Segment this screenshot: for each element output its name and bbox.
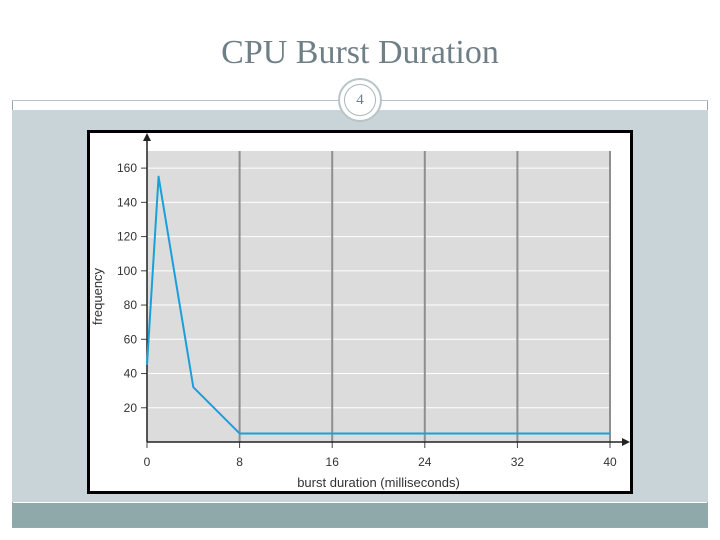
x-axis-arrow — [622, 438, 630, 446]
y-tick-label: 80 — [124, 298, 138, 312]
x-tick-label: 0 — [144, 455, 151, 469]
x-axis-label: burst duration (milliseconds) — [297, 475, 460, 490]
gridlines — [147, 151, 611, 442]
page-number: 4 — [344, 84, 376, 116]
y-axis-label: frequency — [90, 267, 105, 325]
y-tick-label: 20 — [124, 401, 138, 415]
series-line — [146, 175, 610, 435]
x-tick-label: 24 — [418, 455, 432, 469]
x-tick-label: 16 — [326, 455, 340, 469]
tick-labels: 20 40 60 80 100 120 140 160 0 8 16 24 32 40 — [117, 161, 617, 469]
x-tick-label: 40 — [603, 455, 617, 469]
y-tick-label: 40 — [124, 367, 138, 381]
y-tick-label: 60 — [124, 332, 138, 346]
series-layer — [146, 175, 610, 435]
chart-panel: 20 40 60 80 100 120 140 160 0 8 16 24 32 40 burst dur… — [87, 130, 633, 494]
x-tick-label: 8 — [236, 455, 243, 469]
y-tick-label: 100 — [117, 264, 137, 278]
footer-bar — [12, 503, 708, 527]
page-number-badge: 4 — [338, 78, 382, 122]
y-tick-label: 160 — [117, 161, 137, 175]
x-tick-label: 32 — [511, 455, 525, 469]
y-tick-label: 120 — [117, 230, 137, 244]
slide-title: CPU Burst Duration — [221, 34, 499, 71]
axes — [143, 133, 630, 446]
y-tick-label: 140 — [117, 195, 137, 209]
y-axis-arrow — [143, 133, 151, 141]
burst-duration-chart: 20 40 60 80 100 120 140 160 0 8 16 24 32 40 burst dur… — [90, 133, 630, 490]
plot-area — [147, 151, 610, 442]
